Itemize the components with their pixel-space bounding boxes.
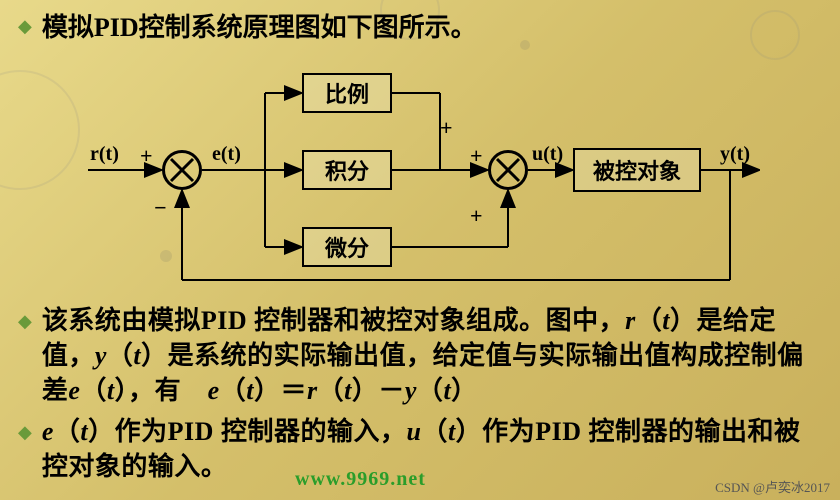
summing-junction-2 xyxy=(488,150,528,190)
page-title: 模拟PID控制系统原理图如下图所示。 xyxy=(42,8,477,47)
bullet-diamond-icon: ◆ xyxy=(18,311,32,332)
block-integral: 积分 xyxy=(302,150,392,190)
sign-plus-d: + xyxy=(470,203,483,229)
paragraph-2: e（t）作为PID 控制器的输入，u（t）作为PID 控制器的输出和被控对象的输… xyxy=(42,414,822,484)
block-derivative: 微分 xyxy=(302,227,392,267)
bullet-diamond-icon: ◆ xyxy=(18,16,32,37)
bullet-diamond-icon: ◆ xyxy=(18,422,32,443)
sign-plus-i: + xyxy=(470,143,483,169)
label-yt: y(t) xyxy=(720,143,750,166)
title-post: 控制系统原理图如下图所示。 xyxy=(139,13,477,42)
label-ut: u(t) xyxy=(532,143,563,166)
pid-block-diagram: 比例 积分 微分 被控对象 r(t) e(t) u(t) y(t) + − + … xyxy=(80,55,760,285)
block-proportional: 比例 xyxy=(302,73,392,113)
sign-plus-p: + xyxy=(440,115,453,141)
title-pid: PID xyxy=(94,13,139,42)
paragraph-2-row: ◆ e（t）作为PID 控制器的输入，u（t）作为PID 控制器的输出和被控对象… xyxy=(18,414,822,484)
sign-minus-fb: − xyxy=(154,195,167,221)
label-rt: r(t) xyxy=(90,143,119,166)
title-row: ◆ 模拟PID控制系统原理图如下图所示。 xyxy=(18,8,822,47)
label-et: e(t) xyxy=(212,143,241,166)
paragraph-1-row: ◆ 该系统由模拟PID 控制器和被控对象组成。图中，r（t）是给定值，y（t）是… xyxy=(18,303,822,408)
paragraph-1: 该系统由模拟PID 控制器和被控对象组成。图中，r（t）是给定值，y（t）是系统… xyxy=(42,303,822,408)
title-pre: 模拟 xyxy=(42,13,94,42)
block-plant: 被控对象 xyxy=(573,148,701,192)
summing-junction-1 xyxy=(162,150,202,190)
sign-plus-r: + xyxy=(140,143,153,169)
